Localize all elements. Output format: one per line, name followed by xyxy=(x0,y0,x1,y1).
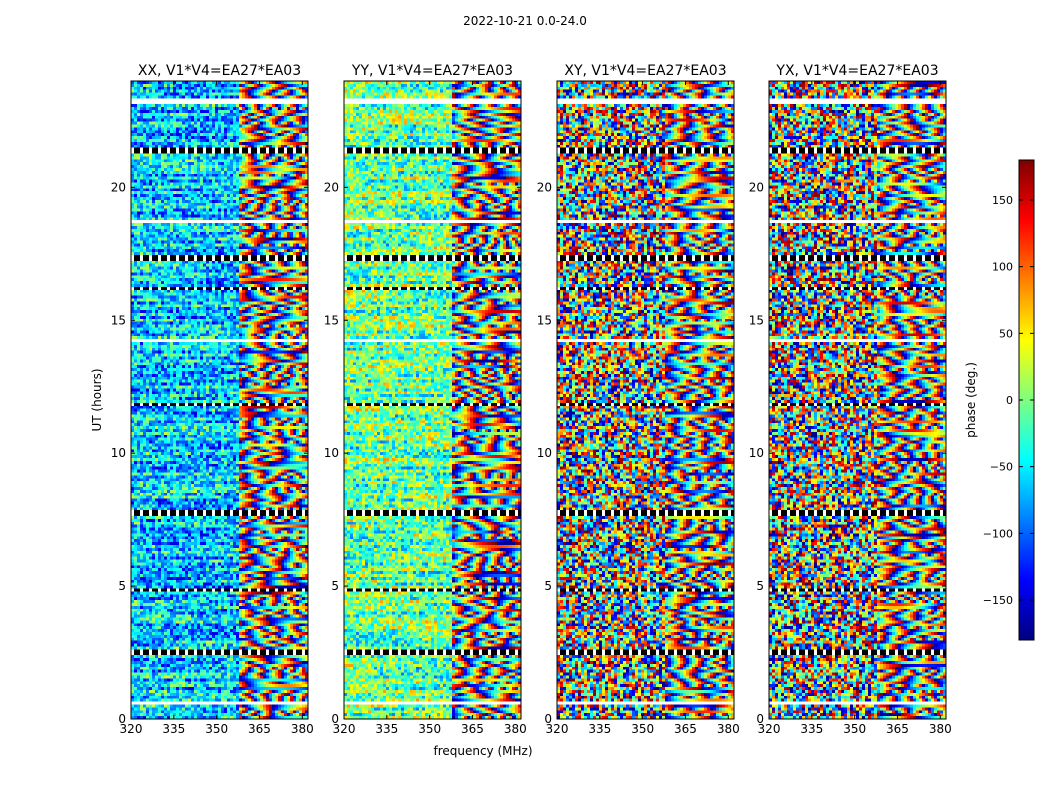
y-tick-label: 0 xyxy=(756,712,764,726)
x-tick-label: 380 xyxy=(291,722,314,736)
y-tick-label: 5 xyxy=(756,579,764,593)
y-tick-label: 5 xyxy=(118,579,126,593)
x-tick-label: 380 xyxy=(929,722,952,736)
x-tick-label: 350 xyxy=(843,722,866,736)
plot-frame xyxy=(768,80,947,720)
phase-heatmap xyxy=(769,81,946,719)
plot-frame xyxy=(556,80,735,720)
colorbar-tick-label: 150 xyxy=(992,194,1013,207)
panel-title: YY, V1*V4=EA27*EA03 xyxy=(351,63,513,79)
x-tick-label: 335 xyxy=(800,722,823,736)
y-tick-label: 5 xyxy=(331,579,339,593)
x-tick-label: 350 xyxy=(205,722,228,736)
x-tick-label: 320 xyxy=(333,722,356,736)
panel-title: XY, V1*V4=EA27*EA03 xyxy=(564,63,726,79)
colorbar-label: phase (deg.) xyxy=(964,362,978,438)
colorbar-tick-label: 50 xyxy=(999,327,1013,340)
x-tick-label: 335 xyxy=(375,722,398,736)
x-tick-label: 320 xyxy=(120,722,143,736)
figure-xlabel: frequency (MHz) xyxy=(433,744,532,758)
x-tick-label: 335 xyxy=(588,722,611,736)
x-tick-label: 380 xyxy=(504,722,527,736)
colorbar-tick-label: −150 xyxy=(983,594,1013,607)
x-tick-label: 320 xyxy=(546,722,569,736)
colorbar-tick-label: −50 xyxy=(990,461,1013,474)
y-tick-label: 20 xyxy=(749,180,764,194)
figure-ylabel: UT (hours) xyxy=(90,368,104,431)
x-tick-label: 350 xyxy=(631,722,654,736)
y-tick-label: 15 xyxy=(111,313,126,327)
colorbar-tick-label: 100 xyxy=(992,261,1013,274)
x-tick-label: 365 xyxy=(461,722,484,736)
y-tick-label: 5 xyxy=(544,579,552,593)
x-tick-label: 365 xyxy=(674,722,697,736)
y-tick-label: 15 xyxy=(537,313,552,327)
y-tick-label: 20 xyxy=(111,180,126,194)
x-tick-label: 320 xyxy=(758,722,781,736)
y-tick-label: 10 xyxy=(111,446,126,460)
panels: XX, V1*V4=EA27*EA03 320 335 350 365 380 0 5 10 15… xyxy=(111,63,952,736)
colorbar-tick-label: −100 xyxy=(983,527,1013,540)
y-tick-label: 15 xyxy=(749,313,764,327)
panel-1: XX, V1*V4=EA27*EA03 320 335 350 365 380 0 5 10 15… xyxy=(111,63,314,736)
panel-4: YX, V1*V4=EA27*EA03 320 335 350 365 380 0 5 10 15… xyxy=(749,63,952,736)
y-tick-label: 15 xyxy=(324,313,339,327)
y-tick-label: 10 xyxy=(537,446,552,460)
panel-title: YX, V1*V4=EA27*EA03 xyxy=(775,63,938,79)
x-tick-label: 350 xyxy=(418,722,441,736)
panel-3: XY, V1*V4=EA27*EA03 320 335 350 365 380 0 5 10 15… xyxy=(537,63,740,736)
y-tick-label: 10 xyxy=(324,446,339,460)
panel-title: XX, V1*V4=EA27*EA03 xyxy=(138,63,301,79)
x-tick-label: 335 xyxy=(162,722,185,736)
colorbar-tick-label: 0 xyxy=(1006,394,1013,407)
x-tick-label: 365 xyxy=(248,722,271,736)
phase-heatmap xyxy=(131,81,308,719)
y-tick-label: 0 xyxy=(118,712,126,726)
phase-heatmap xyxy=(557,81,734,719)
plot-frame xyxy=(130,80,309,720)
figure-suptitle: 2022-10-21 0.0-24.0 xyxy=(463,14,587,28)
colorbar: 150 100 50 0 −50 −100 −150 phase (deg.) xyxy=(964,159,1035,641)
phase-heatmap xyxy=(344,81,521,719)
y-tick-label: 20 xyxy=(537,180,552,194)
plot-frame xyxy=(343,80,522,720)
y-tick-label: 0 xyxy=(544,712,552,726)
x-tick-label: 365 xyxy=(886,722,909,736)
y-tick-label: 0 xyxy=(331,712,339,726)
panel-2: YY, V1*V4=EA27*EA03 320 335 350 365 380 0 5 10 15… xyxy=(324,63,527,736)
y-tick-label: 10 xyxy=(749,446,764,460)
y-tick-label: 20 xyxy=(324,180,339,194)
x-tick-label: 380 xyxy=(717,722,740,736)
